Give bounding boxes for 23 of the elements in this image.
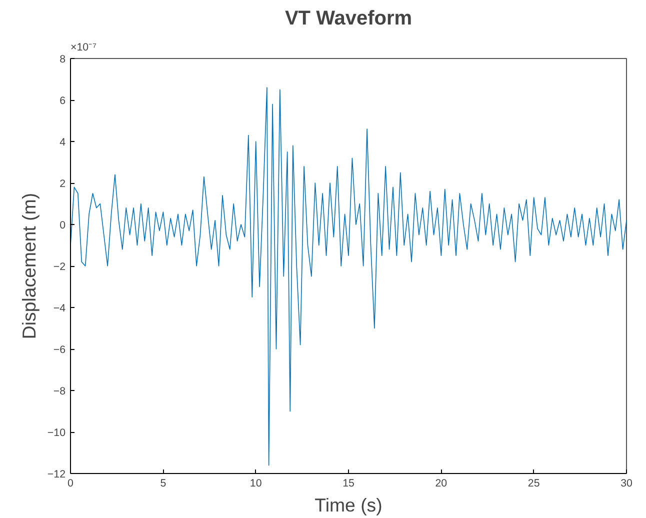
x-tick-label: 0 (68, 478, 74, 490)
line-series (70, 87, 626, 466)
x-tick-label: 25 (528, 478, 540, 490)
y-tick-label: 2 (60, 178, 66, 190)
text: ×10⁻⁷ (70, 42, 97, 54)
chart-title: VT Waveform (284, 8, 412, 30)
x-tick-label: 15 (342, 478, 354, 490)
y-tick-label: −2 (53, 261, 66, 273)
y-tick-label: 4 (60, 136, 66, 148)
y-tick-label: −10 (47, 427, 66, 439)
x-tick-label: 30 (620, 478, 632, 490)
x-tick-label: 10 (250, 478, 262, 490)
y-tick-label: 0 (60, 220, 66, 232)
y-tick-label: −4 (53, 302, 66, 314)
x-axis-title: Time (s) (314, 494, 382, 516)
y-axis-title: Displacement (m) (18, 192, 40, 340)
x-tick-label: 20 (435, 478, 448, 490)
y-tick-label: 8 (60, 54, 66, 66)
x-tick-label: 5 (160, 478, 166, 490)
y-tick-label: −12 (47, 468, 66, 480)
y-tick-label: 6 (60, 95, 66, 107)
y-tick-label: −8 (53, 386, 66, 398)
y-tick-label: −6 (53, 344, 66, 356)
